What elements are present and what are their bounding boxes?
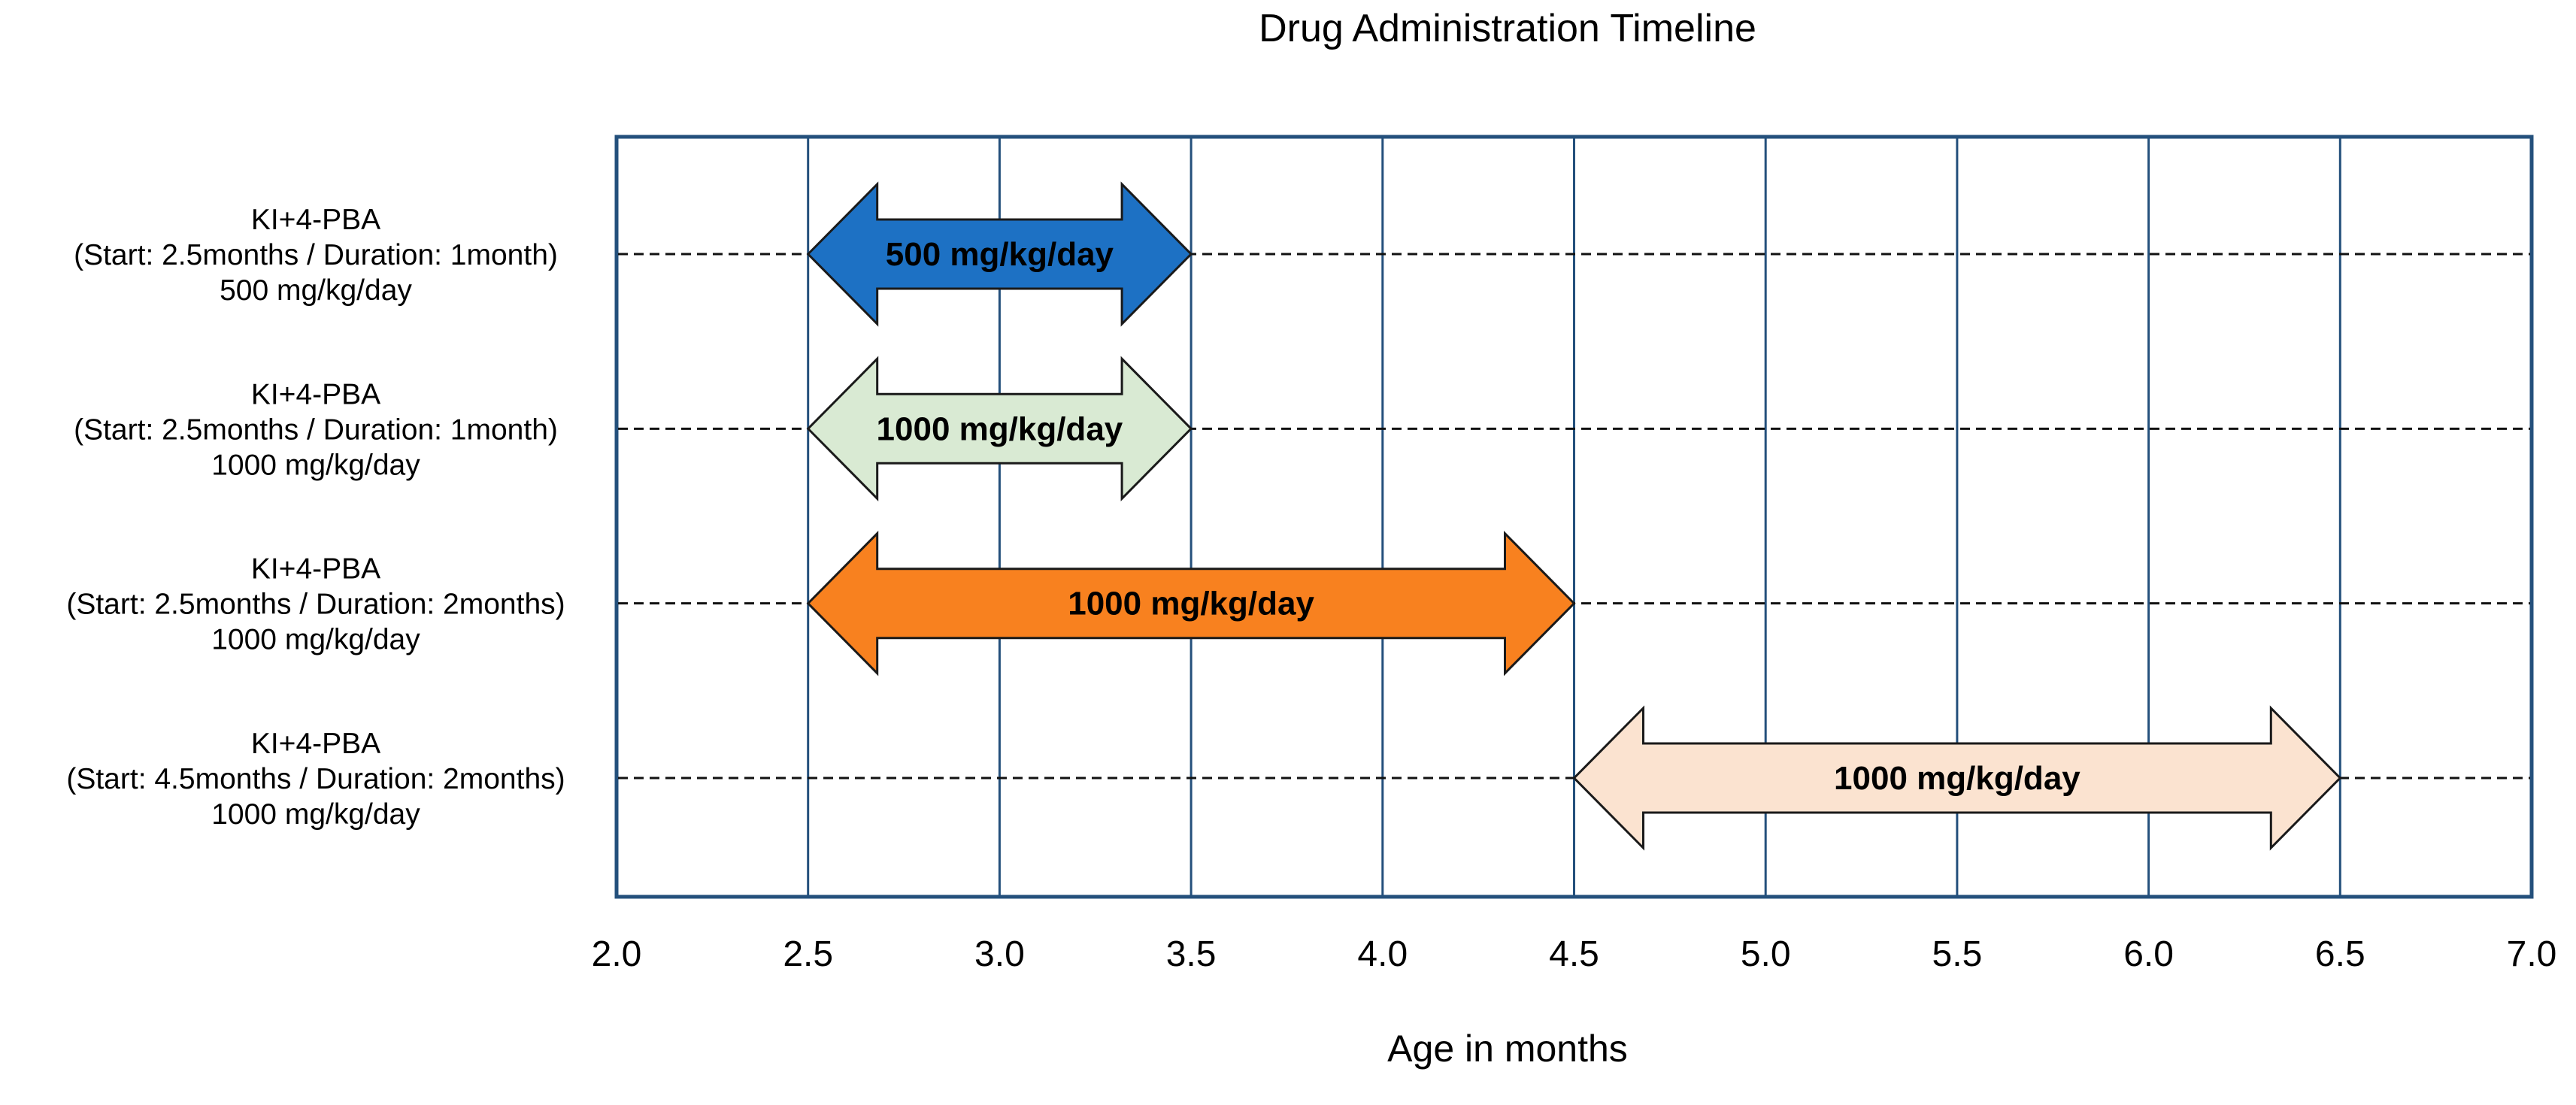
x-tick-label: 7.0 xyxy=(2507,934,2557,974)
timeline-arrow xyxy=(806,356,1193,501)
arrow-label: 1000 mg/kg/day xyxy=(1834,760,2080,797)
row-label-line: 1000 mg/kg/day xyxy=(211,449,420,481)
x-tick-label: 3.5 xyxy=(1166,934,1217,974)
x-tick-label: 3.0 xyxy=(974,934,1025,974)
timeline-arrow xyxy=(806,531,1576,677)
row-label-line: (Start: 4.5months / Duration: 2months) xyxy=(66,763,565,795)
row-label-line: (Start: 2.5months / Duration: 1month) xyxy=(74,413,558,446)
arrow-label: 1000 mg/kg/day xyxy=(877,410,1123,447)
arrow-label: 500 mg/kg/day xyxy=(886,236,1114,273)
x-tick-label: 2.5 xyxy=(783,934,833,974)
x-tick-label: 6.5 xyxy=(2315,934,2365,974)
x-tick-label: 2.0 xyxy=(592,934,642,974)
row-label-line: KI+4-PBA xyxy=(251,553,380,586)
row-label-line: (Start: 2.5months / Duration: 2months) xyxy=(66,589,565,621)
x-tick-label: 4.0 xyxy=(1357,934,1408,974)
plot-border xyxy=(614,135,2534,899)
arrow-layer: 500 mg/kg/day 1000 mg/kg/day 1000 mg/kg/da… xyxy=(806,181,2342,851)
row-label-line: 500 mg/kg/day xyxy=(220,274,412,307)
timeline-arrow xyxy=(806,181,1193,327)
x-tick-label: 4.5 xyxy=(1549,934,1599,974)
row-label-line: KI+4-PBA xyxy=(251,728,380,760)
chart-title: Drug Administration Timeline xyxy=(1259,7,1756,50)
row-label-line: KI+4-PBA xyxy=(251,378,380,410)
row-label-line: 1000 mg/kg/day xyxy=(211,624,420,656)
arrow-label: 1000 mg/kg/day xyxy=(1068,586,1314,622)
row-label-line: (Start: 2.5months / Duration: 1month) xyxy=(74,239,558,271)
tick-layer: 2.0 2.5 3.0 3.5 4.0 4.5 5.0 5.5 6.0 6.5 7.0 xyxy=(592,934,2557,974)
timeline-arrow xyxy=(1572,705,2342,851)
row-label-line: 1000 mg/kg/day xyxy=(211,798,420,831)
x-axis-label: Age in months xyxy=(1387,1028,1628,1070)
row-label-line: KI+4-PBA xyxy=(251,204,380,236)
border-layer xyxy=(614,135,2534,899)
x-tick-label: 5.0 xyxy=(1741,934,1791,974)
x-tick-label: 5.5 xyxy=(1932,934,1983,974)
x-tick-label: 6.0 xyxy=(2123,934,2174,974)
row-layer: KI+4-PBA(Start: 2.5months / Duration: 1m… xyxy=(66,204,2530,831)
